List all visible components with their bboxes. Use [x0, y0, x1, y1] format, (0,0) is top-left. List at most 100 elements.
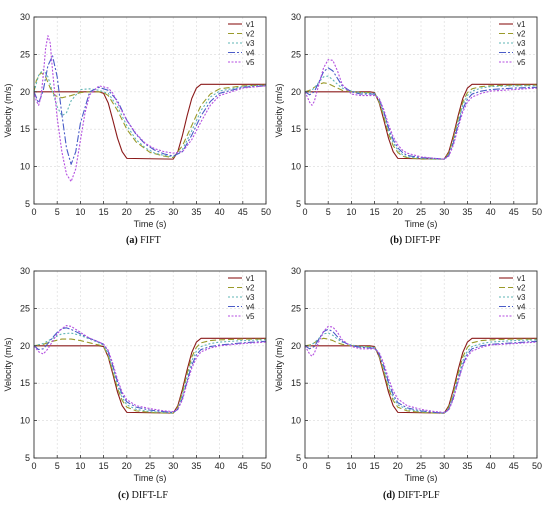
x-tick-label: 10 — [346, 207, 356, 217]
x-tick-label: 25 — [416, 461, 426, 471]
series-line-v2 — [304, 337, 537, 414]
y-tick-label: 25 — [20, 303, 30, 313]
y-tick-label: 5 — [296, 199, 301, 209]
x-tick-label: 35 — [462, 207, 472, 217]
x-tick-label: 50 — [261, 207, 271, 217]
x-tick-label: 0 — [302, 207, 307, 217]
legend-label-v5: v5 — [246, 312, 255, 321]
y-tick-label: 30 — [20, 266, 30, 276]
y-tick-label: 25 — [20, 49, 30, 59]
y-tick-label: 20 — [291, 341, 301, 351]
series-line-v4 — [304, 67, 538, 160]
x-tick-label: 30 — [168, 461, 178, 471]
y-tick-label: 30 — [291, 12, 301, 22]
x-tick-label: 10 — [346, 461, 356, 471]
x-tick-label: 50 — [261, 461, 271, 471]
x-tick-label: 50 — [532, 207, 542, 217]
x-tick-label: 20 — [122, 461, 132, 471]
x-tick-label: 50 — [532, 461, 542, 471]
y-axis-label: Velocity (m/s) — [274, 83, 284, 137]
x-tick-label: 40 — [215, 461, 225, 471]
y-tick-label: 5 — [25, 453, 30, 463]
y-tick-label: 15 — [291, 124, 301, 134]
x-tick-label: 15 — [99, 207, 109, 217]
x-tick-label: 5 — [55, 207, 60, 217]
caption-c: (c) DIFT-LF — [118, 490, 168, 501]
caption-d-label: (d) — [383, 490, 396, 501]
y-tick-label: 20 — [20, 341, 30, 351]
x-tick-label: 15 — [370, 207, 380, 217]
y-tick-label: 20 — [291, 87, 301, 97]
y-tick-label: 15 — [291, 378, 301, 388]
x-tick-label: 20 — [122, 207, 132, 217]
x-tick-label: 25 — [145, 207, 155, 217]
y-tick-label: 15 — [20, 378, 30, 388]
legend-label-v1: v1 — [517, 20, 526, 29]
legend-label-v4: v4 — [246, 303, 255, 312]
series-line-v1 — [34, 83, 266, 160]
series-line-v2 — [33, 71, 267, 159]
y-tick-label: 30 — [291, 266, 301, 276]
legend-label-v5: v5 — [246, 58, 255, 67]
caption-d: (d) DIFT-PLF — [383, 490, 440, 501]
series-line-v5 — [33, 35, 267, 183]
series-line-v2 — [33, 338, 266, 414]
x-tick-label: 45 — [509, 207, 519, 217]
series-line-v3 — [33, 332, 267, 414]
series-line-v3 — [305, 75, 537, 160]
x-tick-label: 45 — [238, 207, 248, 217]
x-tick-label: 15 — [370, 461, 380, 471]
x-tick-label: 35 — [462, 461, 472, 471]
series-line-v3 — [305, 332, 538, 414]
caption-c-label: (c) — [118, 490, 130, 501]
legend-label-v2: v2 — [246, 284, 255, 293]
y-tick-label: 5 — [25, 199, 30, 209]
x-tick-label: 45 — [509, 461, 519, 471]
series-line-v5 — [304, 325, 538, 413]
legend-label-v5: v5 — [517, 58, 526, 67]
x-tick-label: 15 — [99, 461, 109, 471]
x-axis-label: Time (s) — [405, 219, 438, 229]
x-tick-label: 45 — [238, 461, 248, 471]
series-line-v5 — [304, 59, 538, 160]
legend-label-v1: v1 — [517, 274, 526, 283]
x-tick-label: 30 — [439, 207, 449, 217]
y-tick-label: 10 — [20, 416, 30, 426]
x-tick-label: 40 — [215, 207, 225, 217]
y-tick-label: 5 — [296, 453, 301, 463]
legend-label-v3: v3 — [246, 293, 255, 302]
x-tick-label: 5 — [326, 461, 331, 471]
y-tick-label: 30 — [20, 12, 30, 22]
y-tick-label: 15 — [20, 124, 30, 134]
x-tick-label: 20 — [393, 461, 403, 471]
x-axis-label: Time (s) — [134, 219, 167, 229]
series-line-v5 — [33, 325, 267, 413]
legend-label-v3: v3 — [517, 293, 526, 302]
caption-b: (b) DIFT-PF — [390, 235, 441, 246]
series-line-v3 — [33, 68, 267, 158]
legend-label-v2: v2 — [517, 284, 526, 293]
caption-a: (a) FIFT — [126, 235, 161, 246]
series-line-v4 — [33, 327, 267, 413]
x-tick-label: 40 — [486, 207, 496, 217]
series-line-v4 — [304, 328, 538, 414]
legend-label-v5: v5 — [517, 312, 526, 321]
legend-label-v2: v2 — [246, 30, 255, 39]
caption-b-label: (b) — [390, 235, 403, 246]
legend-label-v3: v3 — [246, 39, 255, 48]
x-tick-label: 0 — [31, 461, 36, 471]
y-tick-label: 10 — [20, 162, 30, 172]
x-tick-label: 30 — [439, 461, 449, 471]
legend-label-v4: v4 — [517, 49, 526, 58]
x-tick-label: 10 — [75, 207, 85, 217]
x-tick-label: 25 — [145, 461, 155, 471]
legend-label-v4: v4 — [246, 49, 255, 58]
